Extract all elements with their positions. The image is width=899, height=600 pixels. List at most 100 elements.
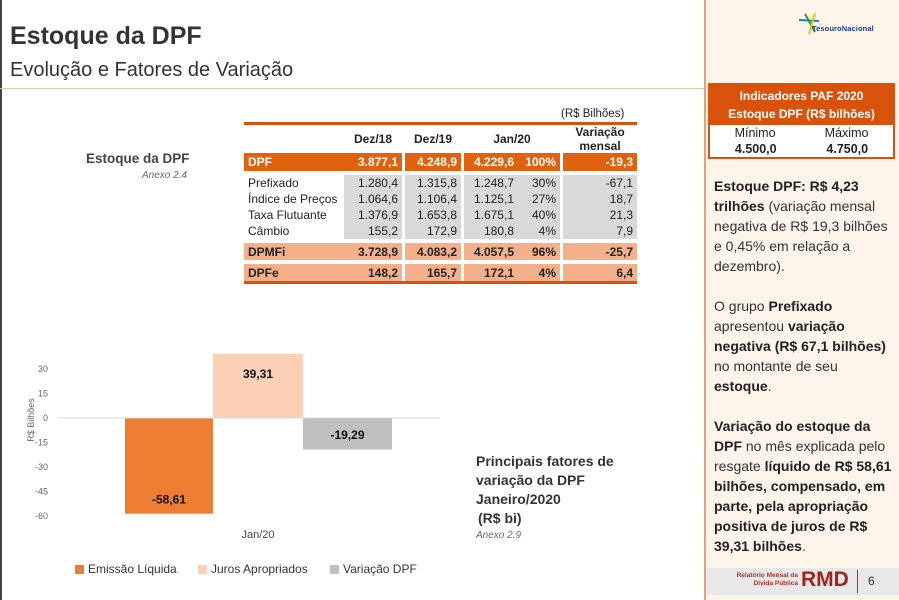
cell: 4.083,2 [405,243,461,260]
bold-text: Estoque DPF: R$ 4,23 trilhões [714,178,859,214]
text: O grupo [714,298,769,314]
cell: 1.376,9 [344,207,402,223]
text: no mês explicada pelo resgate [714,438,886,474]
bar-1 [213,353,303,418]
legend-label: Emissão Líquida [88,562,177,576]
caption-line: Principais fatores de [476,453,614,469]
cell: 180,8 [464,223,518,239]
legend-label: Juros Apropriados [211,562,308,576]
row-label: Prefixado [248,176,299,190]
row-label: DPF [244,153,344,171]
y-axis-label: R$ Bilhões [26,398,36,442]
stock-table: Dez/18 Dez/19 Jan/20 Variação mensal DPF 3.87… [244,122,637,284]
text: apresentou [714,318,788,334]
cell: 3.877,1 [344,153,402,171]
row-label: Câmbio [248,224,290,238]
cell: 1.653,8 [405,207,461,223]
rmd-logo: RMD [801,568,849,591]
page-title: Estoque da DPF [10,22,202,50]
cell: 4% [518,223,560,239]
table-row: Prefixado 1.280,4 1.315,8 1.248,7 30% -67,1 [244,175,637,191]
cell: 4.057,5 [464,243,518,260]
text: . [801,538,806,554]
row-label: Índice de Preços [248,192,338,206]
y-tick-label: -15 [35,437,48,447]
y-tick-label: -30 [35,462,48,472]
cell: 1.280,4 [344,175,402,191]
footer-report-name: Relatório Mensal da Dívida Pública [736,572,798,587]
page-number: 6 [868,574,875,588]
legend-label: Variação DPF [343,562,417,576]
cell: 4% [518,264,560,281]
table-row: DPMFi 3.728,9 4.083,2 4.057,5 96% -25,7 [244,243,637,260]
divider [0,88,704,89]
cell: 4.229,6 [464,153,518,171]
cell: 1.248,7 [464,175,518,191]
data-label: -58,61 [152,493,186,507]
bold-text: líquido de R$ 58,61 bilhões, compensado,… [714,458,892,554]
cell: 165,7 [405,264,461,281]
chart-anexo: Anexo 2.9 [476,530,522,541]
cell: 148,2 [344,264,402,281]
table-row: Taxa Flutuante 1.376,9 1.653,8 1.675,1 40% 21… [244,207,637,223]
data-label: 39,31 [243,367,273,381]
cell: 1.675,1 [464,207,518,223]
data-label: -19,29 [330,428,364,442]
cell: 6,4 [563,264,637,281]
table-unit: (R$ Bilhões) [561,108,625,120]
legend-swatch [75,565,84,574]
bold-text: variação negativa (R$ 67,1 bilhões) [714,318,886,354]
bold-text: estoque [714,378,768,394]
text: no montante de seu [714,358,838,374]
left-border [0,0,2,600]
para-2: O grupo Prefixado apresentou variação ne… [714,296,899,396]
legend-swatch [330,565,339,574]
table-row: Câmbio 155,2 172,9 180,8 4% 7,9 [244,223,637,239]
logo-text: TesouroNacional [812,24,874,33]
tesouro-logo-icon [798,12,820,35]
cell: 100% [518,153,560,171]
para-1: Estoque DPF: R$ 4,23 trilhões (variação … [714,176,899,276]
para-3: Variação do estoque da DPF no mês explic… [714,416,899,556]
cell: 27% [518,191,560,207]
table-label: Estoque da DPF [86,151,190,166]
table-header: Dez/18 Dez/19 Jan/20 Variação mensal [244,125,637,153]
min-label: Mínimo [734,126,776,140]
cell: -25,7 [563,243,637,260]
caption-line: Janeiro/2020 [476,491,561,507]
table-anexo: Anexo 2.4 [142,170,188,181]
bold-text: Prefixado [768,298,833,314]
bar-2 [303,418,392,450]
cell: -67,1 [563,175,637,191]
footer [706,568,899,595]
row-label: Taxa Flutuante [248,208,327,222]
col-header: Dez/18 [353,132,393,146]
legend-swatch [198,565,207,574]
cell: 172,9 [405,223,461,239]
paf-subtitle: Estoque DPF (R$ bilhões) [728,107,875,121]
cell: 21,3 [563,207,637,223]
cell: 4.248,9 [405,153,461,171]
cell: 30% [518,175,560,191]
footer-separator [857,570,858,593]
cell: 155,2 [344,223,402,239]
cell: 18,7 [563,191,637,207]
col-header: Variação mensal [575,125,625,153]
cell: 3.728,9 [344,243,402,260]
table-row: DPFe 148,2 165,7 172,1 4% 6,4 [244,264,637,281]
y-tick-label: 30 [38,364,48,374]
chart-caption: Principais fatores de variação da DPF Ja… [476,452,614,528]
cell: -19,3 [563,153,637,171]
paf-title: Indicadores PAF 2020 [739,89,864,103]
cell: 7,9 [563,223,637,239]
text: (variação mensal negativa de R$ 19,3 bil… [714,198,888,274]
cell: 1.315,8 [405,175,461,191]
page-subtitle: Evolução e Fatores de Variação [10,59,294,81]
table-row: Índice de Preços 1.064,6 1.106,4 1.125,1 27%… [244,191,637,207]
y-tick-label: 15 [38,389,48,399]
table-row: DPF 3.877,1 4.248,9 4.229,6 100% -19,3 [244,153,637,171]
cell: 96% [518,243,560,260]
cell: 1.064,6 [344,191,402,207]
row-label: DPFe [244,264,344,281]
variation-chart: 30 15 0 -15 -30 -45 -60 R$ Bilhões -58,61 Emissão… [26,353,440,576]
